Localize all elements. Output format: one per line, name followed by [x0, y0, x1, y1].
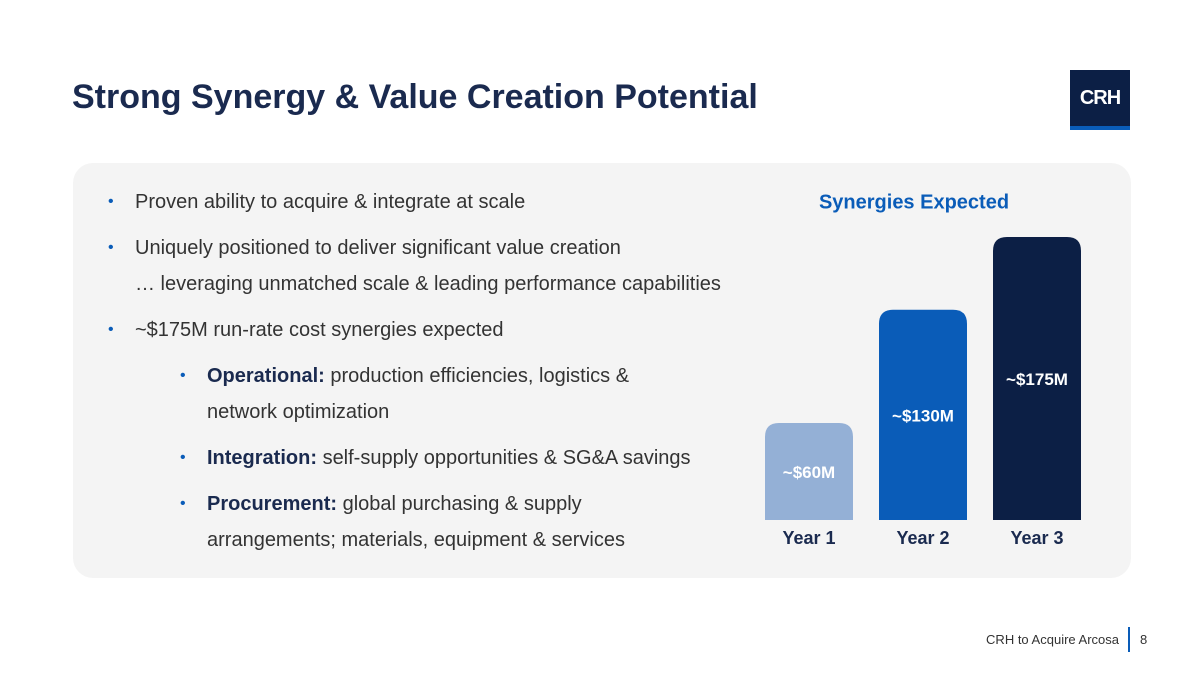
sub-bullet-text: self-supply opportunities & SG&A savings [322, 447, 691, 469]
sub-bullet: Procurement: global purchasing & supply … [180, 486, 700, 558]
x-tick-label: Year 1 [782, 528, 835, 548]
bar [879, 309, 967, 520]
footer-separator [1128, 627, 1130, 652]
chart-title: Synergies Expected [819, 191, 1009, 213]
x-tick-label: Year 2 [896, 528, 949, 548]
bullet: Uniquely positioned to deliver significa… [108, 230, 748, 302]
bullet: Proven ability to acquire & integrate at… [108, 184, 748, 220]
value-label: ~$60M [783, 463, 835, 482]
sub-bullet-label: Procurement: [207, 493, 338, 515]
logo: CRH [1070, 70, 1130, 130]
bullet-continuation: … leveraging unmatched scale & leading p… [135, 273, 721, 295]
bullet-text: Proven ability to acquire & integrate at… [135, 191, 526, 213]
sub-bullet: Operational: production efficiencies, lo… [180, 358, 700, 430]
value-label: ~$130M [892, 406, 954, 425]
bar [993, 237, 1081, 520]
bullet-list: Proven ability to acquire & integrate at… [108, 184, 748, 568]
bullet-text: ~$175M run-rate cost synergies expected [135, 319, 504, 341]
value-label: ~$175M [1006, 370, 1068, 389]
bullet: ~$175M run-rate cost synergies expected O… [108, 312, 748, 558]
sub-bullet: Integration: self-supply opportunities &… [180, 440, 700, 476]
bar [765, 422, 853, 520]
x-tick-label: Year 3 [1010, 528, 1063, 548]
slide-title: Strong Synergy & Value Creation Potentia… [72, 78, 758, 116]
page-number: 8 [1140, 632, 1148, 647]
bullet-text: Uniquely positioned to deliver significa… [135, 237, 621, 259]
sub-bullet-list: Operational: production efficiencies, lo… [180, 358, 700, 558]
sub-bullet-label: Integration: [207, 447, 317, 469]
sub-bullet-text: global purchasing & supply arrangements;… [207, 493, 625, 551]
footer-text: CRH to Acquire Arcosa [986, 632, 1119, 647]
sub-bullet-text: production efficiencies, logistics & net… [207, 365, 630, 423]
sub-bullet-label: Operational: [207, 365, 325, 387]
